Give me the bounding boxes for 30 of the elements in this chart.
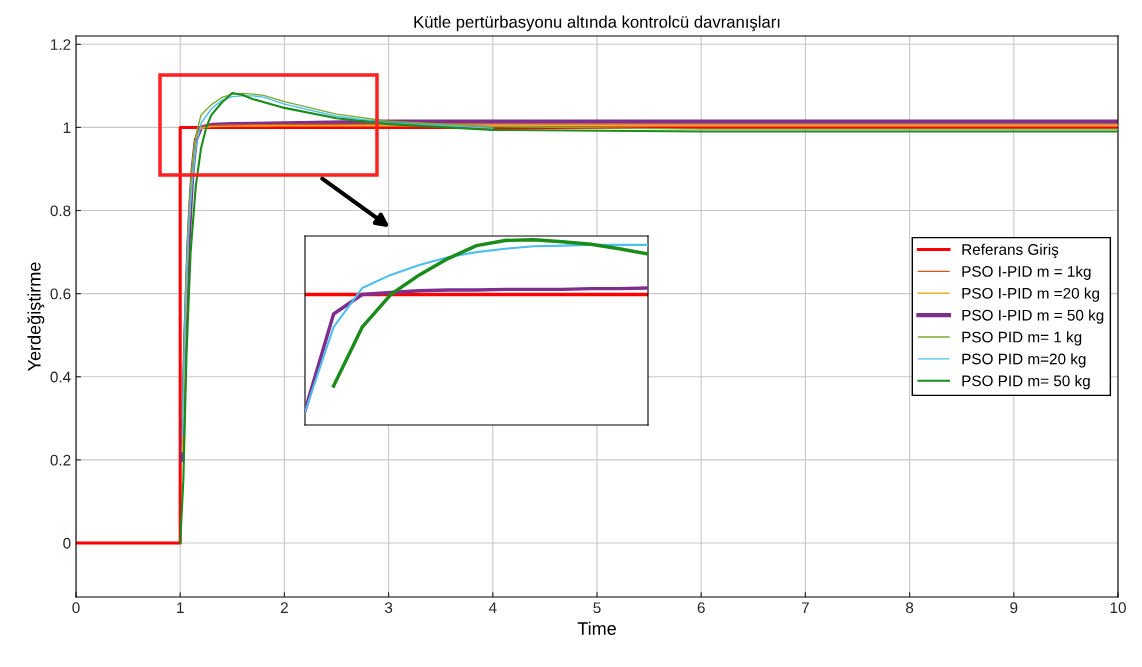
legend-label: PSO I-PID m =20 kg [962,287,1100,302]
y-axis-title: Yerdeğiştirme [27,262,45,371]
y-tick-label: 0 [63,537,71,549]
x-tick-label: 2 [280,602,288,613]
x-tick-label: 7 [801,602,809,613]
line-series [179,91,1118,545]
chart-title: Kütle pertürbasyonu altında kontrolcü davranışları [414,15,780,32]
line-series [181,95,494,436]
y-tick-label: 0.6 [50,288,71,300]
x-tick-label: 6 [697,602,705,614]
x-axis-title: Time [577,621,616,635]
y-tick-label: 0.2 [50,454,71,466]
legend-label: PSO PID m= 1 kg [962,331,1082,346]
x-tick-label: 0 [72,602,80,614]
x-tick-label: 1 [177,602,184,613]
y-tick-label: 1 [63,122,71,133]
y-tick-label: 0.4 [50,371,71,383]
x-tick-label: 8 [906,602,914,614]
legend-label: PSO I-PID m = 50 kg [962,309,1104,324]
legend-label: PSO PID m=20 kg [962,353,1086,368]
x-tick-label: 10 [1110,602,1126,614]
legend-label: PSO PID m= 50 kg [962,375,1090,390]
x-tick-label: 5 [593,602,601,614]
y-tick-label: 0.8 [50,205,71,217]
y-tick-label: 1.2 [51,39,71,50]
x-tick-label: 9 [1010,602,1018,614]
x-tick-label: 4 [488,602,497,613]
legend-label: Referans Giriş [962,243,1059,259]
x-tick-label: 3 [384,602,393,614]
legend-label: PSO I-PID m = 1kg [962,265,1091,280]
